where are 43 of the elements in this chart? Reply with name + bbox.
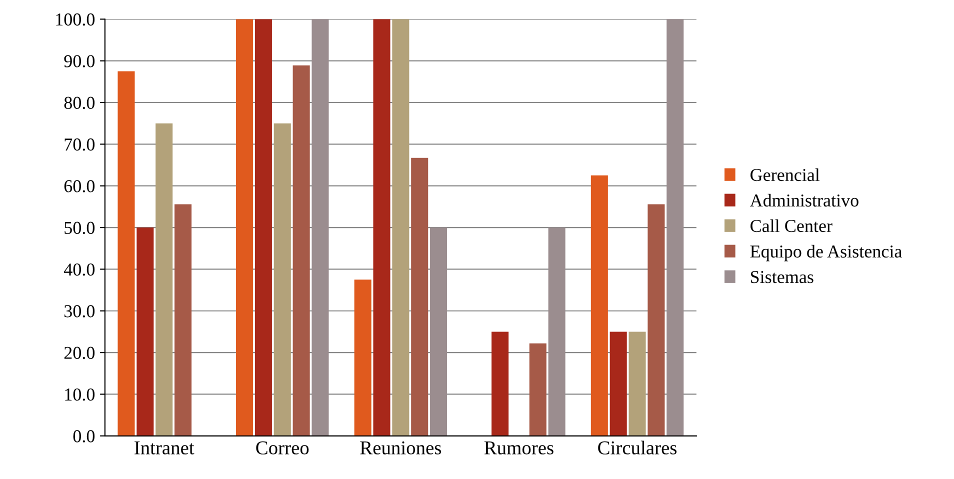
bar — [411, 158, 428, 436]
y-tick-label: 70.0 — [64, 138, 95, 151]
bar — [254, 19, 272, 436]
y-tick-label: 90.0 — [64, 55, 95, 68]
y-tick-label: 0.0 — [73, 430, 95, 442]
y-tick-label: 20.0 — [64, 346, 95, 360]
bar — [118, 71, 135, 436]
y-tick-label: 50.0 — [64, 222, 95, 234]
bar — [529, 343, 546, 436]
x-tick-label: Rumores — [484, 442, 554, 454]
bar — [628, 332, 646, 436]
y-tick-label: 30.0 — [64, 305, 95, 318]
bar — [312, 19, 329, 436]
y-tick-label: 80.0 — [64, 96, 95, 110]
bar — [430, 228, 448, 436]
bar — [156, 123, 173, 436]
legend-label: Call Center — [750, 219, 832, 232]
x-tick-label: Reuniones — [360, 441, 442, 454]
x-tick-label: Circulares — [598, 440, 677, 454]
bar — [492, 332, 509, 436]
y-tick-label: 100.0 — [56, 13, 95, 26]
legend-label: Administrativo — [750, 194, 858, 207]
y-tick-label: 40.0 — [64, 263, 95, 276]
bar — [548, 228, 566, 436]
bar — [373, 19, 390, 436]
bar — [610, 332, 627, 436]
x-tick-label: Correo — [256, 441, 309, 454]
legend-label: Equipo de Asistencia — [750, 244, 902, 262]
y-tick-label: 60.0 — [64, 180, 95, 192]
bar — [354, 280, 372, 436]
bar — [666, 19, 684, 436]
bar — [174, 204, 192, 436]
bar — [392, 19, 410, 436]
bar — [292, 65, 310, 436]
y-tick-label: 10.0 — [65, 388, 95, 401]
legend-label: Sistemas — [750, 270, 814, 284]
bar — [236, 19, 254, 436]
bar — [648, 204, 665, 436]
bar — [590, 175, 608, 436]
legend-label: Gerencial — [750, 168, 820, 182]
bar — [274, 123, 291, 436]
x-tick-label: Intranet — [134, 442, 194, 454]
bar — [136, 228, 154, 436]
